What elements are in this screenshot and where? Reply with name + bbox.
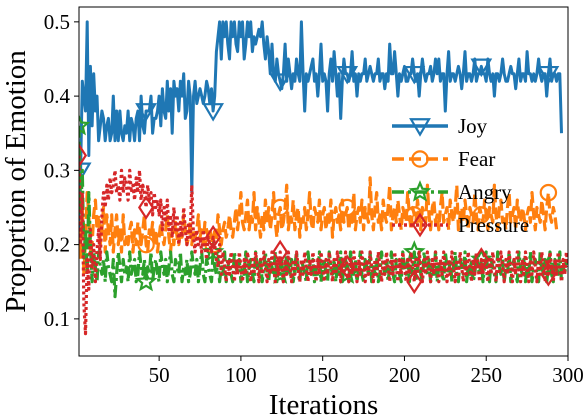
x-tick-label: 100 [225,363,257,387]
legend-item-joy: Joy [392,114,488,138]
x-tick-label: 150 [307,363,339,387]
x-tick-label: 50 [149,363,170,387]
series-marker-pressure [272,239,289,265]
series-marker-pressure [473,247,490,272]
x-axis-ticks: 50 100 150 200 250 300 [149,356,584,387]
series-marker-fear [79,221,88,239]
series-marker-pressure [540,261,557,287]
series-marker-angry [268,262,292,284]
legend-marker-angry [408,180,432,202]
legend-item-pressure: Pressure [392,212,529,238]
x-axis-label: Iterations [269,389,379,419]
legend-marker-pressure [411,212,429,238]
series-marker-angry [79,113,91,136]
series-marker-pressure [406,269,423,295]
x-tick-label: 250 [470,363,502,387]
y-tick-label: 0.1 [44,307,70,331]
x-tick-label: 200 [389,363,421,387]
series-joy [79,20,563,245]
legend-label-fear: Fear [458,147,495,171]
series-marker-joy [403,65,426,85]
series-marker-joy [269,73,292,92]
legend-label-joy: Joy [458,114,488,138]
legend-label-angry: Angry [458,180,512,204]
series-marker-angry [402,240,426,262]
legend-item-angry: Angry [392,180,512,204]
legend-item-fear: Fear [392,147,495,171]
y-axis-label: Proportion of Emotion [0,50,32,313]
series-marker-fear [271,198,289,217]
series-fear [79,176,559,276]
series-marker-joy [470,58,493,78]
legend-marker-joy [409,118,431,137]
y-tick-label: 0.3 [44,158,70,182]
series-line-joy [79,20,563,245]
series-marker-pressure [137,195,155,220]
series-marker-joy [135,103,157,122]
series-marker-pressure [79,143,88,168]
y-tick-label: 0.5 [44,10,70,34]
plot-frame [78,6,569,357]
series-marker-fear [539,183,558,202]
series-marker-joy [336,65,359,85]
series-line-pressure [79,155,568,336]
series-marker-joy [537,65,560,85]
legend: Joy Fear Angry Pressure [392,114,529,238]
y-tick-label: 0.4 [44,84,71,108]
series-marker-fear [472,206,491,224]
x-tick-label: 300 [552,363,584,387]
legend-label-pressure: Pressure [458,213,529,237]
y-tick-label: 0.2 [44,233,70,257]
y-axis-ticks: 0.1 0.2 0.3 0.4 0.5 [44,10,79,331]
series-marker-pressure [339,254,356,280]
series-marker-fear [137,235,155,254]
series-pressure [79,143,568,336]
series-marker-joy [202,103,225,122]
series-marker-pressure [205,224,222,250]
legend-marker-fear [411,150,429,168]
series-layer [79,20,568,336]
series-marker-fear [338,198,356,217]
series-marker-angry [134,269,158,292]
